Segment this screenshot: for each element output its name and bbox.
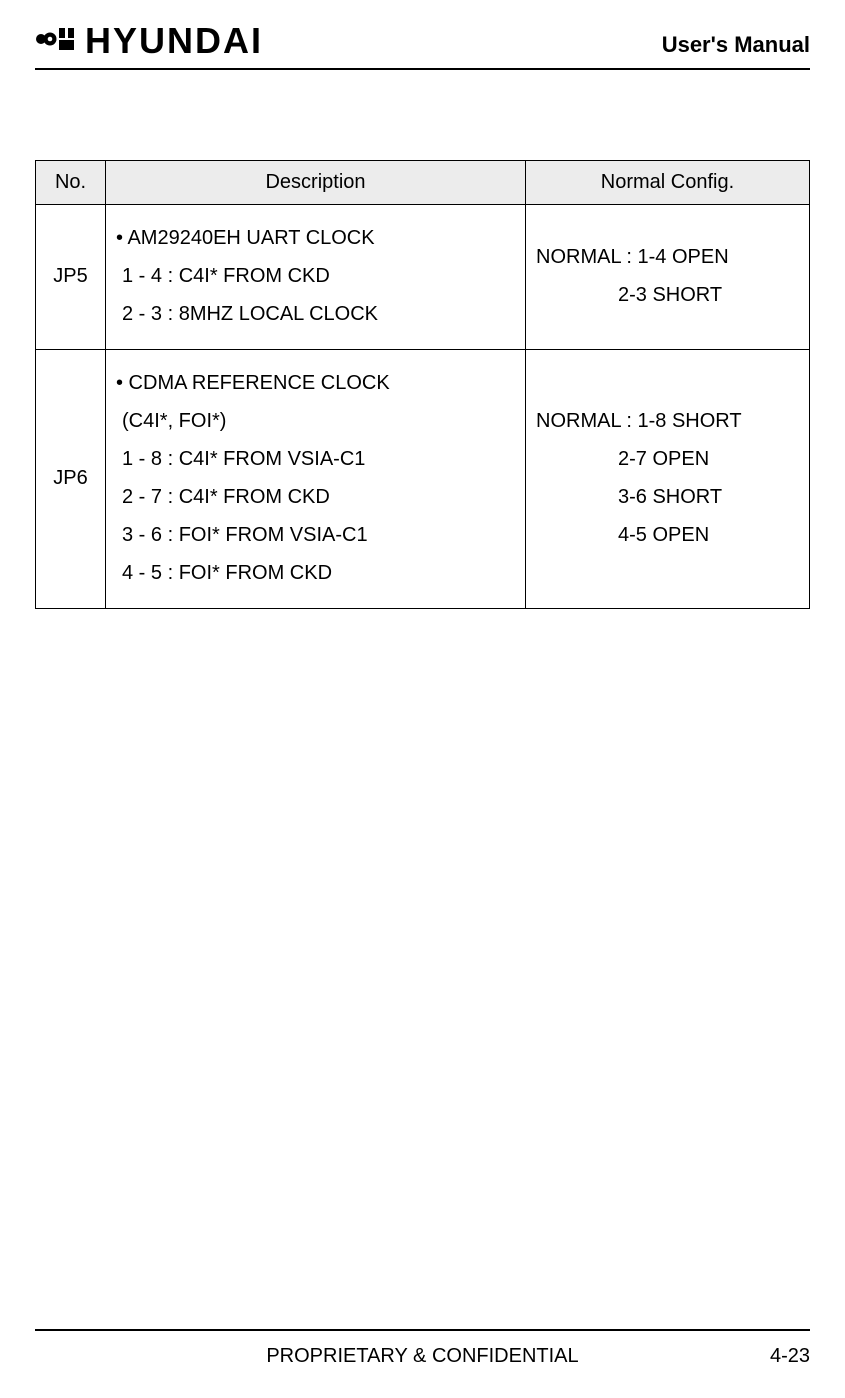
footer-page-number: 4-23 [770,1345,810,1368]
cfg-title: NORMAL : 1-8 SHORT [536,402,799,440]
cfg-line: 2-3 SHORT [536,276,799,314]
cfg-line: 2-7 OPEN [536,440,799,478]
page-header: HYUNDAI User's Manual [35,20,810,70]
brand-name: HYUNDAI [85,20,263,62]
cell-config: NORMAL : 1-4 OPEN 2-3 SHORT [526,205,810,350]
col-header-description: Description [106,161,526,205]
brand-mark-icon [35,24,79,59]
cell-no: JP6 [36,350,106,609]
cell-config: NORMAL : 1-8 SHORT 2-7 OPEN 3-6 SHORT 4-… [526,350,810,609]
footer-rule [35,1329,810,1331]
page-footer: PROPRIETARY & CONFIDENTIAL 4-23 [35,1329,810,1368]
footer-center-text: PROPRIETARY & CONFIDENTIAL [266,1345,578,1368]
table-row: JP5 • AM29240EH UART CLOCK 1 - 4 : C4I* … [36,205,810,350]
desc-line: 1 - 4 : C4I* FROM CKD [116,257,515,295]
brand-logo: HYUNDAI [35,20,263,62]
desc-block: • CDMA REFERENCE CLOCK (C4I*, FOI*) 1 - … [116,364,515,592]
doc-title: User's Manual [662,32,810,62]
cfg-block: NORMAL : 1-8 SHORT 2-7 OPEN 3-6 SHORT 4-… [536,402,799,554]
cell-no: JP5 [36,205,106,350]
cfg-line: 4-5 OPEN [536,516,799,554]
jumper-table: No. Description Normal Config. JP5 • AM2… [35,160,810,609]
desc-line: 2 - 3 : 8MHZ LOCAL CLOCK [116,295,515,333]
cfg-block: NORMAL : 1-4 OPEN 2-3 SHORT [536,238,799,314]
cell-description: • AM29240EH UART CLOCK 1 - 4 : C4I* FROM… [106,205,526,350]
col-header-config: Normal Config. [526,161,810,205]
cell-description: • CDMA REFERENCE CLOCK (C4I*, FOI*) 1 - … [106,350,526,609]
desc-line: 3 - 6 : FOI* FROM VSIA-C1 [116,516,515,554]
desc-subtitle: (C4I*, FOI*) [116,402,515,440]
col-header-no: No. [36,161,106,205]
desc-line: 2 - 7 : C4I* FROM CKD [116,478,515,516]
cfg-title: NORMAL : 1-4 OPEN [536,238,799,276]
page: HYUNDAI User's Manual No. Description No… [0,0,845,1398]
table-row: JP6 • CDMA REFERENCE CLOCK (C4I*, FOI*) … [36,350,810,609]
table-header-row: No. Description Normal Config. [36,161,810,205]
cfg-line: 3-6 SHORT [536,478,799,516]
desc-title: • CDMA REFERENCE CLOCK [116,364,515,402]
desc-line: 4 - 5 : FOI* FROM CKD [116,554,515,592]
footer-row: PROPRIETARY & CONFIDENTIAL 4-23 [35,1345,810,1368]
desc-line: 1 - 8 : C4I* FROM VSIA-C1 [116,440,515,478]
content-area: No. Description Normal Config. JP5 • AM2… [35,160,810,609]
desc-block: • AM29240EH UART CLOCK 1 - 4 : C4I* FROM… [116,219,515,333]
desc-title: • AM29240EH UART CLOCK [116,219,515,257]
